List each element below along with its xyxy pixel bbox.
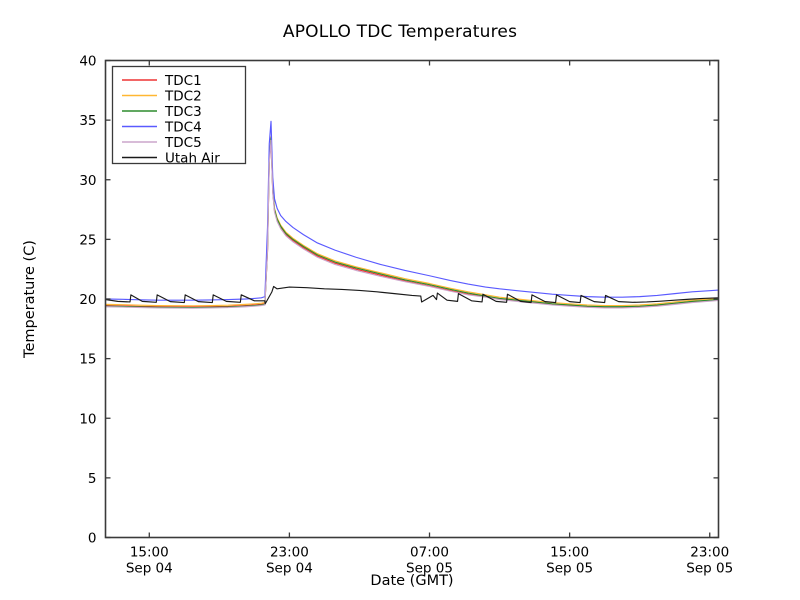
y-tick-label: 35 xyxy=(79,113,96,129)
series-line-tdc4 xyxy=(104,120,720,301)
legend-label-tdc1: TDC1 xyxy=(164,73,202,89)
x-axis-title: Date (GMT) xyxy=(370,573,453,589)
x-tick-label-time: 23:00 xyxy=(690,545,729,561)
legend-label-tdc3: TDC3 xyxy=(164,104,202,120)
x-tick-label-time: 15:00 xyxy=(130,545,169,561)
x-tick-label-date: Sep 05 xyxy=(686,561,733,577)
y-tick-label: 0 xyxy=(88,531,97,547)
series-line-tdc5 xyxy=(104,139,720,309)
y-tick-label: 5 xyxy=(88,471,97,487)
y-tick-label: 30 xyxy=(79,173,96,189)
legend-label-tdc2: TDC2 xyxy=(164,89,202,105)
x-tick-label-date: Sep 04 xyxy=(266,561,313,577)
y-tick-label: 20 xyxy=(79,292,96,308)
y-axis-title: Temperature (C) xyxy=(22,240,38,359)
legend-label-tdc4: TDC4 xyxy=(164,120,202,136)
series-line-tdc2 xyxy=(104,136,720,307)
x-tick-label-time: 15:00 xyxy=(550,545,589,561)
x-tick-label-time: 07:00 xyxy=(410,545,449,561)
y-tick-label: 10 xyxy=(79,411,96,427)
x-tick-label-date: Sep 05 xyxy=(406,561,453,577)
y-axis-ticks: 0 5 10 15 20 25 30 35 40 xyxy=(79,54,719,547)
data-series-layer xyxy=(104,120,720,309)
x-tick-label-date: Sep 05 xyxy=(546,561,593,577)
x-tick-label-date: Sep 04 xyxy=(126,561,173,577)
series-line-tdc3 xyxy=(104,137,720,309)
y-tick-label: 40 xyxy=(79,54,96,70)
series-line-utah-air xyxy=(104,285,720,305)
legend-label-tdc5: TDC5 xyxy=(164,135,202,151)
legend-box xyxy=(111,65,247,165)
y-tick-label: 25 xyxy=(79,232,96,248)
y-tick-label: 15 xyxy=(79,352,96,368)
legend-label-utah-air: Utah Air xyxy=(165,151,220,167)
series-line-tdc1 xyxy=(104,138,720,308)
chart-title: APOLLO TDC Temperatures xyxy=(282,22,518,42)
x-tick-label-time: 23:00 xyxy=(270,545,309,561)
